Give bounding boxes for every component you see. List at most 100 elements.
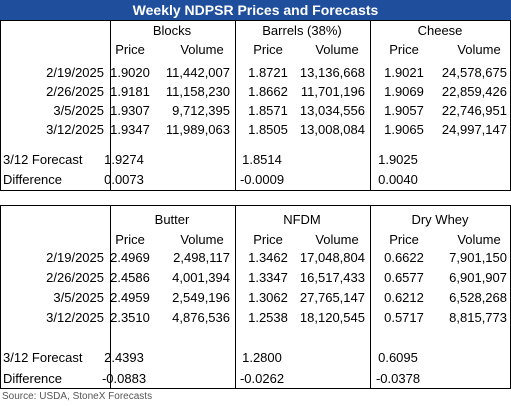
volume-cell: 6,528,268: [449, 290, 507, 305]
volume-cell: 18,120,545: [299, 310, 365, 325]
forecast-cell: 1.9274: [104, 152, 144, 167]
price-cell: 1.9021: [384, 65, 424, 80]
difference-label: Difference: [3, 371, 63, 386]
rule: [0, 205, 1, 388]
price-cell: 1.9347: [110, 122, 150, 137]
forecast-cell: 0.6095: [378, 350, 418, 365]
volume-cell: 2,498,117: [173, 250, 230, 265]
volume-cell: 9,712,395: [172, 103, 230, 118]
price-cell: 0.6212: [384, 290, 424, 305]
forecast-cell: 1.9025: [378, 152, 418, 167]
volume-cell: 13,136,668: [299, 65, 365, 80]
volume-cell: 13,034,556: [299, 103, 365, 118]
volume-cell: 11,158,230: [165, 84, 230, 99]
price-cell: 1.8571: [248, 103, 288, 118]
date-cell: 3/12/2025: [46, 310, 104, 325]
title: Weekly NDPSR Prices and Forecasts: [0, 0, 511, 20]
group-header: Blocks: [152, 23, 192, 38]
sub-header: Price: [389, 42, 419, 57]
price-cell: 2.3510: [110, 310, 150, 325]
sub-header: Volume: [457, 42, 501, 57]
volume-cell: 27,765,147: [299, 290, 365, 305]
group-header: Cheese: [417, 23, 463, 38]
rule: [370, 205, 371, 388]
forecast-label: 3/12 Forecast: [3, 350, 83, 365]
volume-cell: 8,815,773: [449, 310, 507, 325]
price-cell: 1.3347: [248, 270, 288, 285]
price-cell: 1.9307: [110, 103, 150, 118]
forecast-cell: 2.4393: [104, 350, 144, 365]
forecast-cell: 1.2800: [242, 350, 282, 365]
price-cell: 1.8721: [248, 65, 288, 80]
price-cell: 1.9181: [110, 84, 150, 99]
price-cell: 2.4959: [110, 290, 150, 305]
sub-header: Price: [115, 232, 145, 247]
sub-header: Price: [253, 232, 283, 247]
sub-header: Volume: [315, 42, 359, 57]
difference-label: Difference: [3, 172, 63, 187]
sub-header: Volume: [180, 232, 224, 247]
date-cell: 2/19/2025: [46, 65, 104, 80]
date-cell: 3/12/2025: [46, 122, 104, 137]
sub-header: Price: [389, 232, 419, 247]
price-cell: 1.9065: [384, 122, 424, 137]
volume-cell: 11,701,196: [300, 84, 365, 99]
group-header: Barrels (38%): [262, 23, 342, 38]
rule: [235, 205, 236, 388]
date-cell: 2/26/2025: [46, 84, 104, 99]
group-header: NFDM: [283, 212, 321, 227]
volume-cell: 22,746,951: [441, 103, 507, 118]
group-header: Butter: [154, 212, 190, 227]
difference-cell: -0.0009: [239, 172, 285, 187]
sub-header: Volume: [457, 232, 501, 247]
volume-cell: 16,517,433: [299, 270, 365, 285]
difference-cell: 0.0073: [104, 172, 144, 187]
volume-cell: 2,549,196: [172, 290, 230, 305]
price-cell: 0.6577: [384, 270, 424, 285]
sub-header: Price: [253, 42, 283, 57]
date-cell: 3/5/2025: [53, 290, 104, 305]
difference-cell: -0.0262: [239, 371, 285, 386]
volume-cell: 22,859,426: [441, 84, 507, 99]
price-cell: 1.9069: [384, 84, 424, 99]
volume-cell: 24,997,147: [441, 122, 507, 137]
volume-cell: 17,048,804: [299, 250, 365, 265]
price-cell: 1.3062: [248, 290, 288, 305]
volume-cell: 6,901,907: [449, 270, 507, 285]
price-cell: 1.9020: [110, 65, 150, 80]
rule: [0, 20, 1, 190]
forecast-cell: 1.8514: [242, 152, 282, 167]
rule: [0, 205, 511, 206]
volume-cell: 13,008,084: [299, 122, 365, 137]
date-cell: 2/26/2025: [46, 270, 104, 285]
rule: [0, 20, 511, 21]
price-cell: 0.5717: [384, 310, 424, 325]
volume-cell: 24,578,675: [441, 65, 507, 80]
rule: [370, 20, 371, 190]
price-cell: 2.4586: [110, 270, 150, 285]
difference-cell: -0.0883: [101, 371, 147, 386]
rule: [235, 20, 236, 190]
price-cell: 1.9057: [384, 103, 424, 118]
sub-header: Volume: [180, 42, 224, 57]
price-cell: 1.8505: [248, 122, 288, 137]
difference-cell: -0.0378: [375, 371, 421, 386]
price-cell: 1.2538: [248, 310, 288, 325]
source: Source: USDA, StoneX Forecasts: [2, 391, 153, 402]
difference-cell: 0.0040: [378, 172, 418, 187]
rule: [0, 388, 511, 389]
volume-cell: 11,989,063: [165, 122, 230, 137]
forecast-label: 3/12 Forecast: [3, 152, 83, 167]
volume-cell: 4,001,394: [172, 270, 230, 285]
price-cell: 0.6622: [384, 250, 424, 265]
volume-cell: 11,442,007: [165, 65, 230, 80]
price-cell: 2.4969: [110, 250, 150, 265]
rule: [0, 190, 511, 191]
date-cell: 2/19/2025: [46, 250, 104, 265]
volume-cell: 4,876,536: [172, 310, 230, 325]
rule: [110, 20, 111, 190]
price-cell: 1.3462: [248, 250, 288, 265]
date-cell: 3/5/2025: [53, 103, 104, 118]
sub-header: Volume: [315, 232, 359, 247]
